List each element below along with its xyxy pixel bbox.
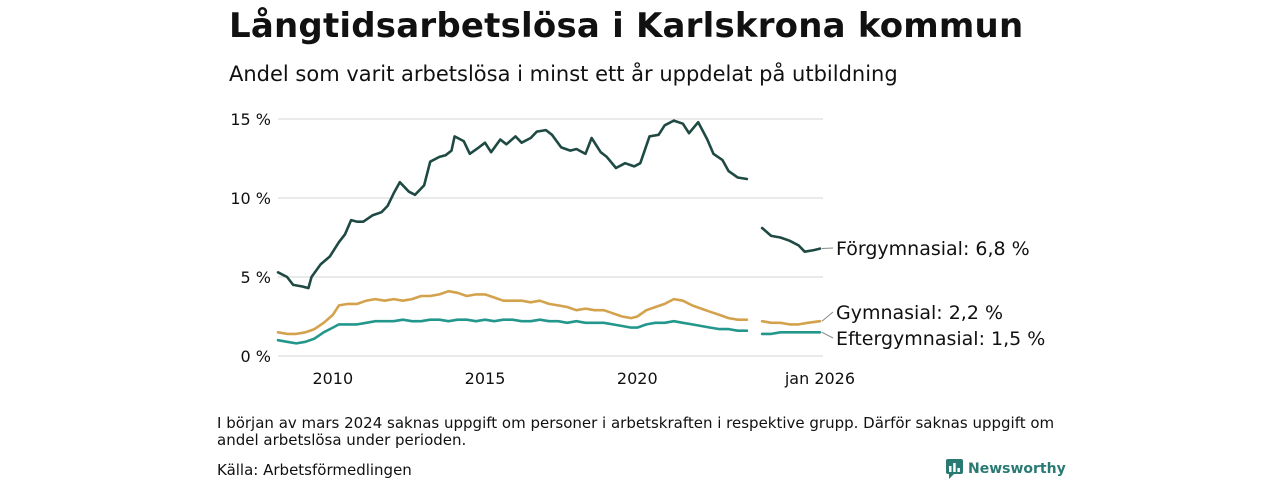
x-tick-label: 2020 <box>617 369 658 388</box>
y-tick-label: 15 % <box>230 110 271 129</box>
footnote: I början av mars 2024 saknas uppgift om … <box>217 414 1055 449</box>
line-chart: 0 % 5 % 10 % 15 % 2010 2015 2020 jan 2026 Förg… <box>230 110 1045 388</box>
y-tick-label: 10 % <box>230 189 271 208</box>
series-line-gymnasial <box>760 319 822 326</box>
label-leader <box>821 331 834 339</box>
series-labels: Förgymnasial: 6,8 % Gymnasial: 2,2 % Efter… <box>821 238 1045 350</box>
chart-bubble-icon <box>946 459 963 479</box>
x-axis: 2010 2015 2020 jan 2026 <box>312 369 855 388</box>
series-end-label: Eftergymnasial: 1,5 % <box>836 328 1045 350</box>
series-line-förgymnasial <box>276 119 749 290</box>
series-lines <box>276 119 822 345</box>
series-end-label: Förgymnasial: 6,8 % <box>836 238 1030 260</box>
y-axis: 0 % 5 % 10 % 15 % <box>230 110 271 366</box>
series-line-eftergymnasial <box>276 318 749 345</box>
chart-subtitle: Andel som varit arbetslösa i minst ett å… <box>229 62 898 86</box>
series-end-label: Gymnasial: 2,2 % <box>836 302 1003 324</box>
y-tick-label: 5 % <box>241 268 271 287</box>
series-line-förgymnasial <box>760 226 822 253</box>
series-line-eftergymnasial <box>760 331 822 336</box>
x-tick-label: 2010 <box>312 369 353 388</box>
series-line-gymnasial <box>276 289 749 336</box>
source-text: Källa: Arbetsförmedlingen <box>217 461 412 479</box>
x-tick-label: 2015 <box>465 369 506 388</box>
y-tick-label: 0 % <box>241 347 271 366</box>
label-leader <box>821 247 834 250</box>
label-leader <box>821 311 834 322</box>
gridlines <box>278 118 823 357</box>
brand-name: Newsworthy <box>968 461 1066 477</box>
brand-logo: Newsworthy <box>946 459 1066 479</box>
x-tick-label: jan 2026 <box>784 369 855 388</box>
chart-title: Långtidsarbetslösa i Karlskrona kommun <box>229 6 1024 46</box>
